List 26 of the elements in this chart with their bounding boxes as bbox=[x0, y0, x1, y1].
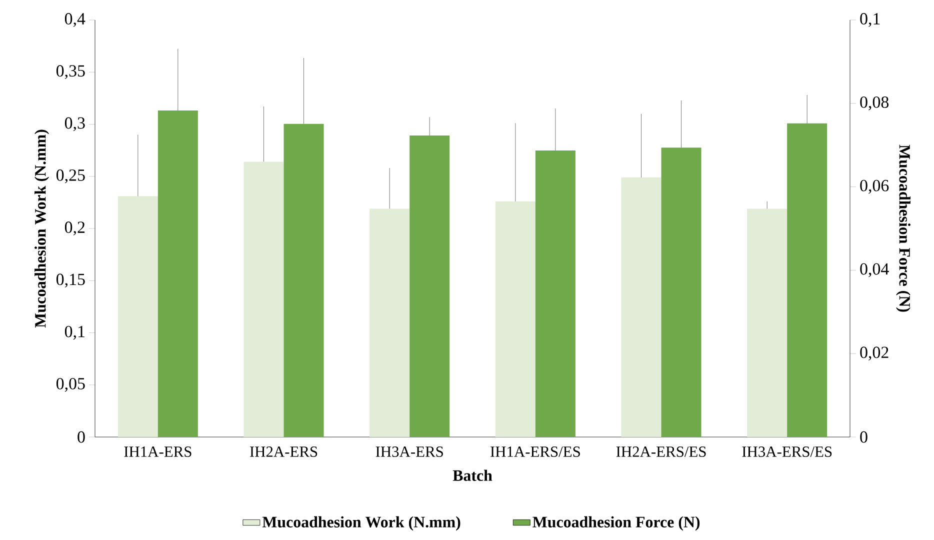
y-tick-label: 0 bbox=[78, 431, 85, 443]
y-axis-title: Mucoadhesion Work (N.mm) bbox=[34, 130, 49, 328]
y2-tick-label: 0,02 bbox=[860, 346, 888, 361]
legend-label: Mucoadhesion Work (N.mm) bbox=[262, 516, 460, 531]
x-tick-label: IH3A-ERS/ES bbox=[742, 446, 832, 457]
y-tick-label: 0,4 bbox=[64, 13, 86, 27]
y-tick-label: 0,3 bbox=[64, 117, 85, 132]
x-tick-label: IH1A-ERS/ES bbox=[490, 446, 580, 457]
x-axis-title: Batch bbox=[452, 470, 492, 481]
y2-tick-label: 0,1 bbox=[860, 13, 880, 27]
y-tick-label: 0,1 bbox=[64, 326, 84, 340]
y-tick-label: 0,15 bbox=[56, 274, 85, 288]
x-tick-label: IH2A-ERS bbox=[250, 446, 318, 457]
y2-axis-title: Mucoadhesion Force (N) bbox=[896, 144, 910, 312]
y2-tick-label: 0,06 bbox=[860, 180, 889, 194]
y-tick-label: 0,35 bbox=[56, 65, 85, 80]
y-tick-label: 0,2 bbox=[64, 222, 85, 236]
y-tick-label: 0,05 bbox=[56, 378, 85, 392]
y2-tick-label: 0,08 bbox=[860, 96, 889, 110]
legend-label: Mucoadhesion Force (N) bbox=[532, 516, 700, 531]
x-tick-label: IH3A-ERS bbox=[376, 446, 443, 457]
x-tick-label: IH2A-ERS/ES bbox=[616, 446, 706, 457]
y2-tick-label: 0,04 bbox=[860, 263, 889, 278]
y2-tick-label: 0 bbox=[860, 431, 868, 443]
y-tick-label: 0,25 bbox=[56, 169, 85, 184]
x-tick-label: IH1A-ERS bbox=[124, 446, 192, 457]
